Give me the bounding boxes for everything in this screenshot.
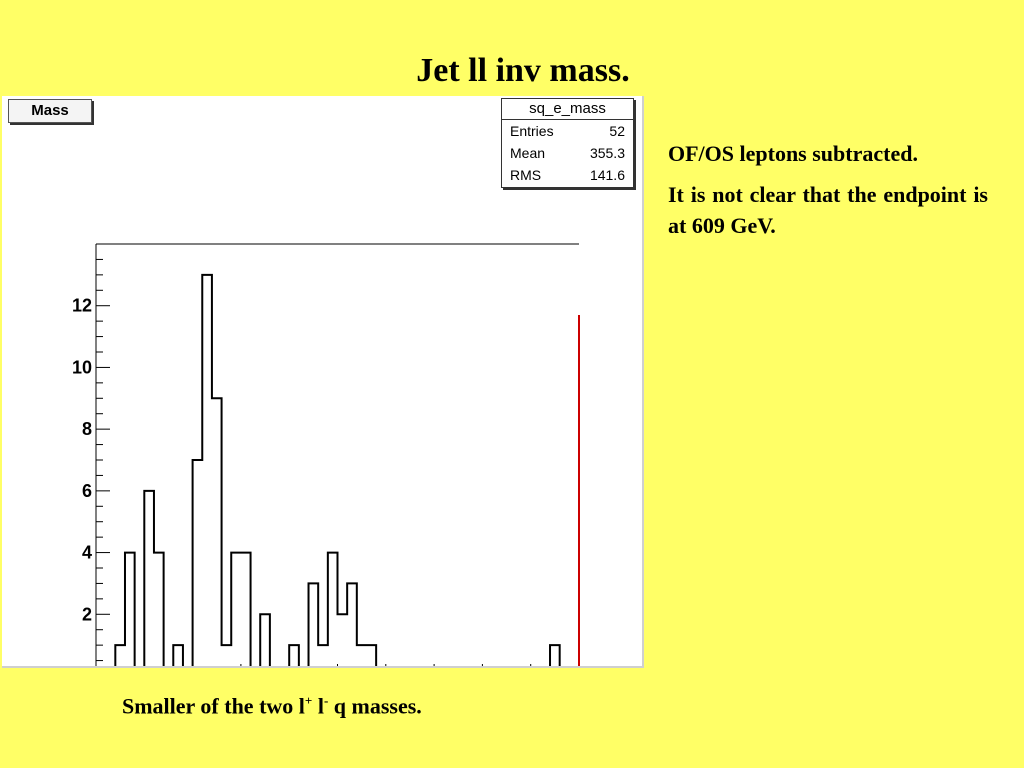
histogram-title: Mass <box>8 99 92 123</box>
histogram-bin <box>260 614 270 666</box>
histogram-outline <box>114 273 561 666</box>
stats-label: RMS <box>510 167 542 183</box>
stats-row-mean: Mean 355.3 <box>502 142 633 164</box>
stats-row-rms: RMS 141.6 <box>502 164 633 186</box>
y-tick-label: 6 <box>82 481 92 501</box>
caption-middle: l <box>312 693 324 719</box>
histogram-bin <box>318 645 328 666</box>
caption-suffix: q masses. <box>328 693 422 719</box>
histogram-bin <box>222 645 232 666</box>
stats-label: Entries <box>510 123 554 139</box>
histogram-canvas: 0100200300400500600700800900100002468101… <box>2 96 644 668</box>
histogram-bin <box>173 645 183 666</box>
histogram-chart: 0100200300400500600700800900100002468101… <box>72 243 580 666</box>
caption-sup-plus: + <box>304 693 313 708</box>
histogram-bin <box>154 553 164 666</box>
side-notes: OF/OS leptons subtracted. It is not clea… <box>668 138 988 251</box>
histogram-bin <box>357 645 367 666</box>
histogram-bin <box>241 553 251 666</box>
slide-title: Jet ll inv mass. <box>416 52 630 89</box>
caption-sup-minus: - <box>323 693 329 708</box>
histogram-bin <box>115 645 125 666</box>
stats-value: 52 <box>609 123 625 139</box>
stats-box: sq_e_mass Entries 52 Mean 355.3 RMS 141.… <box>501 98 634 188</box>
histogram-bin <box>193 460 203 666</box>
y-tick-label: 4 <box>82 543 92 563</box>
histogram-bin <box>212 398 222 666</box>
histogram-bin <box>231 553 241 666</box>
histogram-bin <box>366 645 376 666</box>
histogram-bin <box>550 645 560 666</box>
y-tick-label: 8 <box>82 419 92 439</box>
y-tick-label: 12 <box>72 296 92 316</box>
note-endpoint: It is not clear that the endpoint is at … <box>668 182 988 238</box>
histogram-bin <box>289 645 299 666</box>
histogram-bin <box>347 583 357 666</box>
stats-value: 141.6 <box>589 167 625 183</box>
histogram-bin <box>202 275 212 666</box>
histogram-bin <box>338 614 348 666</box>
caption-prefix: Smaller of the two l <box>122 693 305 719</box>
stats-row-entries: Entries 52 <box>502 120 633 142</box>
histogram-bin <box>328 553 338 666</box>
y-tick-label: 2 <box>82 604 92 624</box>
y-tick-label: 10 <box>72 357 92 377</box>
note-subtraction: OF/OS leptons subtracted. <box>668 141 918 166</box>
histogram-bin <box>125 553 135 666</box>
caption: Smaller of the two l+ l- q masses. <box>122 693 422 719</box>
histogram-bin <box>144 491 154 666</box>
histogram-bin <box>309 583 319 666</box>
stats-value: 355.3 <box>589 145 625 161</box>
stats-title: sq_e_mass <box>502 99 633 120</box>
stats-label: Mean <box>510 145 546 161</box>
